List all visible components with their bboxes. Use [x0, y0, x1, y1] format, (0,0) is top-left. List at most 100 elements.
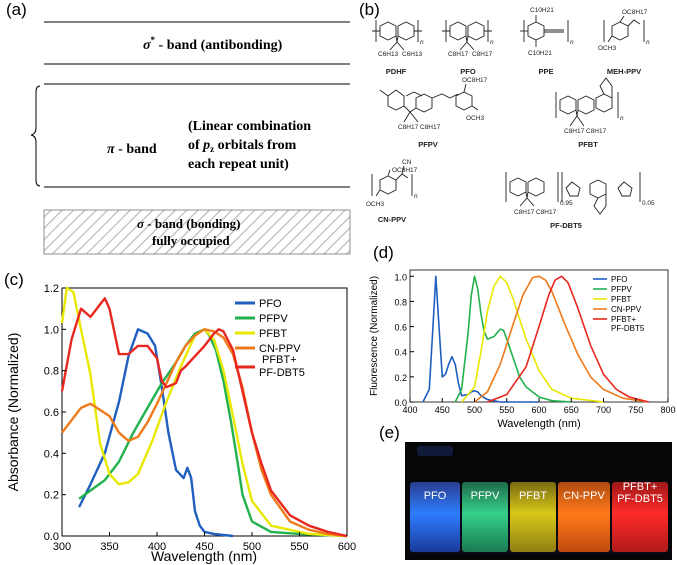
absorbance-xtick-label-3: 450: [195, 541, 213, 553]
sub-frac05: 0.05: [642, 200, 655, 207]
vial-pfbt: [510, 482, 556, 552]
absorbance-ytick-label-4: 0.8: [44, 366, 59, 378]
legend-label-cnppv-d: CN-PPV: [611, 305, 642, 314]
absorbance-xtick-label-4: 500: [243, 541, 261, 553]
absorbance-chart: 300 350 400 450 500 550 600 0.0 0.2 0.4 0.6 0.8 1.0 1…: [5, 283, 356, 564]
lc-line1: (Linear combination: [188, 119, 311, 134]
vial-pfo: [410, 482, 460, 552]
absorbance-ytick-label-2: 0.4: [44, 448, 59, 460]
mol-name-pf-dbt5: PF-DBT5: [550, 221, 582, 230]
legend-label-pfo-d: PFO: [611, 275, 627, 284]
vial-pfdbt5: [612, 482, 668, 552]
fluorescence-legend: PFO PFPV PFBT CN-PPV PFBT+ PF-DBT5: [593, 275, 645, 333]
sub-och3-1: OCH3: [598, 45, 616, 52]
fluorescence-plot-area: [409, 269, 669, 403]
legend-label-cnppv-c: CN-PPV: [259, 343, 301, 355]
mol-name-pdhf: PDHF: [386, 67, 407, 76]
vial-label-pf-dbt5: PF-DBT5: [617, 493, 663, 505]
sub-cn: CN: [402, 159, 412, 166]
legend-label-pfbt-c: PFBT: [259, 328, 287, 340]
sub-n-3: n: [570, 39, 574, 46]
ppe-structure: [520, 15, 569, 47]
sub-oc8h17-1: OC8H17: [622, 9, 648, 16]
vial-label-pfpv: PFPV: [471, 490, 500, 502]
absorbance-xtick-label-5: 550: [290, 541, 308, 553]
panel-label-c: (c): [4, 270, 24, 289]
fluorescence-series-pfbt: [460, 275, 604, 403]
pf-dbt5-structure: [505, 172, 641, 215]
sub-c6h13-2: C6H13: [402, 51, 423, 58]
fluorescence-series-pfpv: [454, 275, 572, 403]
sub-och3-3: OCH3: [366, 201, 384, 208]
vials-photo: PFO PFPV PFBT CN-PPV PFBT+ PF-DBT5: [405, 442, 672, 560]
fluorescence-ytick-label-2: 0.4: [394, 348, 407, 358]
pdhf-structure: [372, 20, 422, 51]
sub-c8h17-7: C8H17: [514, 209, 535, 216]
absorbance-series-pfbt-pf-dbt5: [60, 297, 348, 538]
mol-name-meh-ppv: MEH-PPV: [607, 67, 641, 76]
fluorescence-ytick-label-4: 0.8: [394, 297, 407, 307]
panel-label-d: (d): [373, 243, 394, 262]
sub-oc8h17-3: OC8H17: [392, 167, 418, 174]
fluorescence-xtick-label-4: 600: [531, 405, 546, 415]
fluorescence-xtick-label-3: 550: [499, 405, 514, 415]
pfpv-structure: [379, 83, 479, 123]
fluorescence-ytick-label-5: 1.0: [394, 272, 407, 282]
meh-ppv-structure: [603, 15, 645, 43]
absorbance-series-pfbt: [60, 286, 348, 538]
fluorescence-ytick-label-0: 0.0: [394, 398, 407, 408]
sub-och3-2: OCH3: [466, 115, 484, 122]
pfo-structure: [442, 20, 492, 51]
absorbance-xtick-label-1: 350: [100, 541, 118, 553]
vial-cn-ppv: [558, 482, 610, 552]
legend-label-pfo-c: PFO: [259, 298, 282, 310]
legend-label-pfbtplus-c: PFBT+: [262, 354, 297, 366]
fluorescence-ylabel: Fluorescence (Normalized): [369, 276, 380, 396]
mol-name-ppe: PPE: [538, 67, 553, 76]
fluorescence-xtick-label-7: 750: [628, 405, 643, 415]
absorbance-ytick-label-3: 0.6: [44, 407, 59, 419]
band-diagram: σ* - band (antibonding) π - band (Linear…: [30, 21, 351, 255]
panel-label-e: (e): [379, 423, 400, 442]
vial-label-pfbt-plus: PFBT+: [623, 481, 658, 493]
lc-line3: each repeat unit): [188, 157, 289, 172]
fluorescence-xtick-label-2: 500: [467, 405, 482, 415]
pi-band-brace: [30, 85, 41, 187]
lc-line2: of pz orbitals from: [188, 138, 297, 154]
absorbance-xtick-label-2: 400: [148, 541, 166, 553]
sub-c8h17-8: C8H17: [536, 209, 557, 216]
sub-c8h17-1: C8H17: [448, 51, 469, 58]
legend-label-pfdbt5-d: PF-DBT5: [611, 324, 645, 333]
structures: PDHF PFO PPE MEH-PPV PFPV PFBT CN-PPV PF…: [366, 7, 655, 230]
fluorescence-ytick-label-1: 0.2: [394, 373, 407, 383]
absorbance-xtick-label-6: 600: [338, 541, 356, 553]
mol-name-pfbt: PFBT: [578, 140, 598, 149]
absorbance-ytick-label-6: 1.2: [44, 283, 59, 295]
mol-name-cn-ppv: CN-PPV: [378, 215, 406, 224]
vial-label-pfo: PFO: [424, 490, 447, 502]
fluorescence-xtick-label-8: 800: [660, 405, 675, 415]
fluorescence-xtick-label-6: 700: [596, 405, 611, 415]
vial-pfpv: [462, 482, 508, 552]
sub-c8h17-2: C8H17: [472, 51, 493, 58]
fluorescence-xtick-label-1: 450: [435, 405, 450, 415]
fluorescence-chart: 400 450 500 550 600 650 700 750 800 0.0 0.2 0.4 0.6 0…: [369, 269, 676, 430]
bonding-label: σ - band (bonding): [137, 216, 240, 231]
sub-c8h17-3: C8H17: [398, 124, 419, 131]
legend-label-pfbtplus-d: PFBT+: [611, 315, 636, 324]
sub-n-5: n: [620, 115, 624, 122]
sub-c6h13-1: C6H13: [378, 51, 399, 58]
sub-c8h17-6: C8H17: [586, 128, 607, 135]
vial-cap-reflection: [417, 446, 453, 456]
absorbance-xtick-label-0: 300: [53, 541, 71, 553]
absorbance-ytick-label-5: 1.0: [44, 324, 59, 336]
fluorescence-ytick-label-3: 0.6: [394, 323, 407, 333]
sub-c8h17-5: C8H17: [564, 128, 585, 135]
vial-label-cn-ppv: CN-PPV: [563, 490, 605, 502]
mol-name-pfo: PFO: [460, 67, 476, 76]
absorbance-xlabel: Wavelength (nm): [151, 548, 257, 564]
antibonding-label: σ* - band (antibonding): [143, 35, 283, 53]
sub-n-6: n: [414, 193, 418, 200]
sub-c8h17-4: C8H17: [420, 124, 441, 131]
sub-n-2: n: [490, 39, 494, 46]
